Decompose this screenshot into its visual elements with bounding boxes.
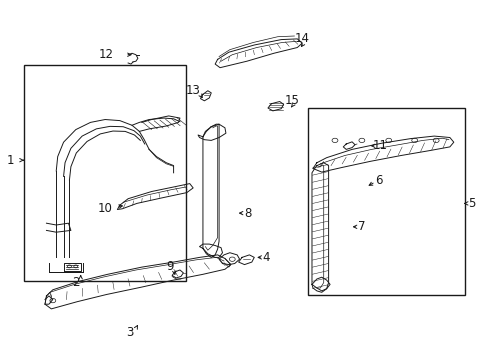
Text: 5: 5 — [467, 197, 475, 210]
Text: 14: 14 — [294, 32, 309, 45]
Text: 13: 13 — [185, 84, 200, 96]
Bar — [307, 108, 464, 295]
Bar — [24, 65, 185, 281]
Text: 2: 2 — [72, 276, 80, 289]
Text: 15: 15 — [285, 94, 299, 107]
Text: 4: 4 — [262, 251, 270, 264]
Text: 1: 1 — [7, 154, 15, 167]
Text: 10: 10 — [98, 202, 112, 215]
Text: 3: 3 — [125, 327, 133, 339]
Text: 7: 7 — [357, 220, 365, 233]
Text: 12: 12 — [99, 48, 114, 61]
Text: 9: 9 — [166, 260, 174, 273]
Text: 11: 11 — [372, 139, 387, 152]
Text: 6: 6 — [374, 174, 382, 186]
Text: 8: 8 — [244, 207, 252, 220]
